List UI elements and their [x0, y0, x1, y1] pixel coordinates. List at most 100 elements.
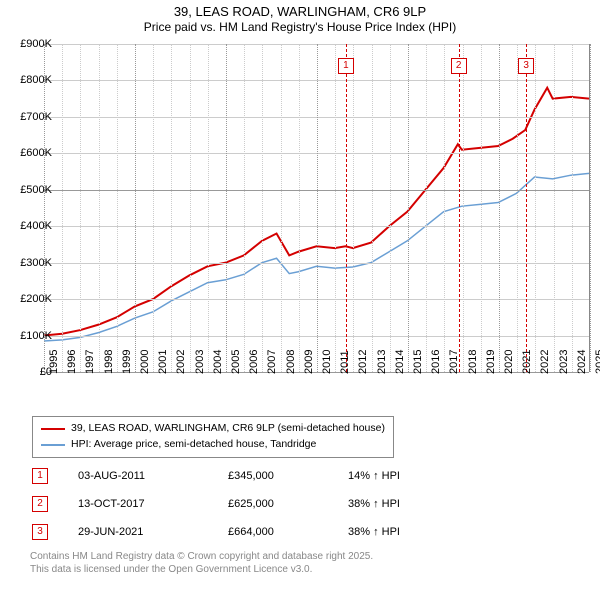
- gridline-vertical: [244, 44, 245, 372]
- gridline-vertical: [153, 44, 154, 372]
- y-axis-label: £300K: [20, 257, 52, 269]
- gridline-vertical: [208, 44, 209, 372]
- legend-label: HPI: Average price, semi-detached house,…: [71, 437, 316, 453]
- gridline-vertical: [335, 44, 336, 372]
- y-axis-label: £600K: [20, 147, 52, 159]
- gridline-vertical: [299, 44, 300, 372]
- event-line: [459, 44, 460, 372]
- event-line: [526, 44, 527, 372]
- footer-attribution: Contains HM Land Registry data © Crown c…: [30, 550, 373, 576]
- y-axis-label: £400K: [20, 220, 52, 232]
- x-axis-label: 2003: [194, 350, 206, 374]
- x-axis-label: 2009: [303, 350, 315, 374]
- event-row-date: 29-JUN-2021: [78, 526, 228, 538]
- gridline-vertical: [80, 44, 81, 372]
- x-axis-label: 2015: [412, 350, 424, 374]
- gridline-vertical: [317, 44, 318, 372]
- x-axis-label: 2001: [157, 350, 169, 374]
- gridline-vertical: [517, 44, 518, 372]
- event-row-price: £625,000: [228, 498, 348, 510]
- x-axis-label: 2024: [576, 350, 588, 374]
- footer-line-2: This data is licensed under the Open Gov…: [30, 563, 373, 576]
- legend: 39, LEAS ROAD, WARLINGHAM, CR6 9LP (semi…: [32, 416, 394, 458]
- event-row-date: 13-OCT-2017: [78, 498, 228, 510]
- gridline-vertical: [226, 44, 227, 372]
- x-axis-label: 2000: [139, 350, 151, 374]
- event-row-delta: 38% ↑ HPI: [348, 526, 488, 538]
- y-axis-label: £200K: [20, 293, 52, 305]
- event-row-marker: 1: [32, 468, 48, 484]
- x-axis-label: 2025: [594, 350, 600, 374]
- x-axis-label: 2006: [248, 350, 260, 374]
- legend-swatch: [41, 444, 65, 446]
- gridline-vertical: [590, 44, 591, 372]
- x-axis-label: 1999: [121, 350, 133, 374]
- legend-swatch: [41, 428, 65, 430]
- x-axis-label: 2020: [503, 350, 515, 374]
- events-table: 1 03-AUG-2011£345,00014% ↑ HPI 2 13-OCT-201…: [32, 462, 488, 546]
- gridline-vertical: [554, 44, 555, 372]
- gridline-vertical: [444, 44, 445, 372]
- footer-line-1: Contains HM Land Registry data © Crown c…: [30, 550, 373, 563]
- y-axis-label: £100K: [20, 330, 52, 342]
- event-row-price: £345,000: [228, 470, 348, 482]
- gridline-vertical: [372, 44, 373, 372]
- x-axis-label: 2005: [230, 350, 242, 374]
- gridline-vertical: [535, 44, 536, 372]
- gridline-vertical: [190, 44, 191, 372]
- x-axis-label: 2008: [285, 350, 297, 374]
- event-row-delta: 14% ↑ HPI: [348, 470, 488, 482]
- event-marker: 1: [338, 58, 354, 74]
- event-row-price: £664,000: [228, 526, 348, 538]
- x-axis-label: 1996: [66, 350, 78, 374]
- gridline-vertical: [62, 44, 63, 372]
- gridline-vertical: [426, 44, 427, 372]
- x-axis-label: 2004: [212, 350, 224, 374]
- event-row-marker: 2: [32, 496, 48, 512]
- event-row-date: 03-AUG-2011: [78, 470, 228, 482]
- x-axis-label: 1997: [84, 350, 96, 374]
- y-axis-label: £800K: [20, 74, 52, 86]
- gridline-vertical: [262, 44, 263, 372]
- x-axis-label: 2017: [448, 350, 460, 374]
- gridline-vertical: [135, 44, 136, 372]
- y-axis-label: £900K: [20, 38, 52, 50]
- x-axis-label: 2019: [485, 350, 497, 374]
- event-row: 3 29-JUN-2021£664,00038% ↑ HPI: [32, 518, 488, 546]
- event-row-delta: 38% ↑ HPI: [348, 498, 488, 510]
- gridline-vertical: [281, 44, 282, 372]
- gridline-vertical: [99, 44, 100, 372]
- gridline-vertical: [481, 44, 482, 372]
- x-axis-label: 2011: [339, 350, 351, 374]
- gridline-vertical: [171, 44, 172, 372]
- gridline-vertical: [499, 44, 500, 372]
- legend-item: 39, LEAS ROAD, WARLINGHAM, CR6 9LP (semi…: [41, 421, 385, 437]
- x-axis-label: 2014: [394, 350, 406, 374]
- gridline-vertical: [44, 44, 45, 372]
- gridline-vertical: [117, 44, 118, 372]
- gridline-vertical: [572, 44, 573, 372]
- y-axis-label: £500K: [20, 184, 52, 196]
- x-axis-label: 2018: [467, 350, 479, 374]
- event-line: [346, 44, 347, 372]
- x-axis-label: 2007: [266, 350, 278, 374]
- chart-title-subtitle: Price paid vs. HM Land Registry's House …: [0, 20, 600, 35]
- chart-title-block: 39, LEAS ROAD, WARLINGHAM, CR6 9LP Price…: [0, 0, 600, 35]
- event-marker: 2: [451, 58, 467, 74]
- event-row: 1 03-AUG-2011£345,00014% ↑ HPI: [32, 462, 488, 490]
- x-axis-label: 2022: [539, 350, 551, 374]
- x-axis-label: 1998: [103, 350, 115, 374]
- gridline-vertical: [390, 44, 391, 372]
- event-marker: 3: [518, 58, 534, 74]
- x-axis-label: 2012: [357, 350, 369, 374]
- chart-plot-area: 1 2 3: [44, 44, 590, 372]
- x-axis-label: 2021: [521, 350, 533, 374]
- legend-item: HPI: Average price, semi-detached house,…: [41, 437, 385, 453]
- event-row: 2 13-OCT-2017£625,00038% ↑ HPI: [32, 490, 488, 518]
- y-axis-label: £700K: [20, 111, 52, 123]
- x-axis-label: 2010: [321, 350, 333, 374]
- x-axis-label: 2013: [376, 350, 388, 374]
- legend-label: 39, LEAS ROAD, WARLINGHAM, CR6 9LP (semi…: [71, 421, 385, 437]
- gridline-vertical: [463, 44, 464, 372]
- event-row-marker: 3: [32, 524, 48, 540]
